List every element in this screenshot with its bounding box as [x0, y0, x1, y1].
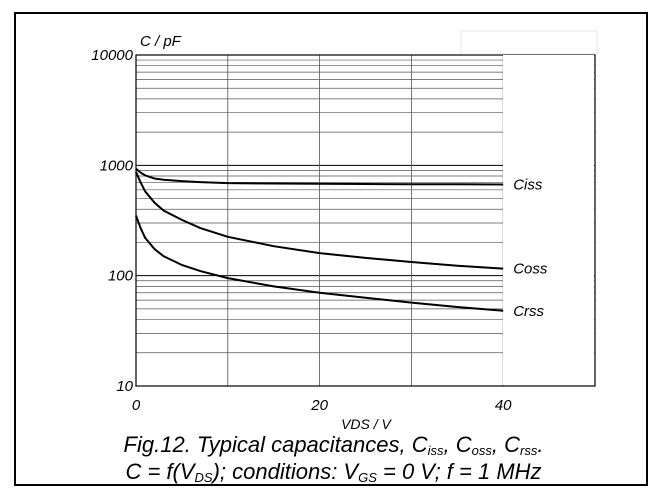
figure-caption: Fig.12. Typical capacitances, Ciss, Coss…	[0, 434, 667, 488]
caption-text: , C	[443, 432, 472, 457]
series-label-coss: Coss	[513, 261, 548, 278]
caption-line-1: Fig.12. Typical capacitances, Ciss, Coss…	[0, 434, 667, 461]
series-line-coss	[135, 171, 504, 270]
caption-subscript: rss	[519, 443, 538, 458]
plot-area-border	[135, 54, 596, 387]
caption-text: = 0 V; f = 1 MHz	[376, 459, 542, 484]
series-labels: Ciss Coss Crss	[513, 177, 548, 320]
y-tick-label: 100	[108, 268, 134, 285]
x-tick-label: 40	[495, 397, 512, 414]
y-tick-label: 10	[116, 378, 133, 395]
caption-text: ); conditions: V	[212, 459, 359, 484]
x-tick-label: 0	[132, 397, 141, 414]
legend-blank-box	[460, 30, 598, 55]
y-tick-label: 1000	[100, 157, 134, 174]
x-tick-labels: 0 20 40	[132, 397, 512, 414]
caption-subscript: iss	[427, 443, 444, 458]
series-lines	[135, 168, 504, 312]
caption-subscript: DS	[194, 470, 213, 485]
series-line-crss	[135, 215, 504, 312]
caption-subscript: GS	[358, 470, 377, 485]
y-axis-unit-label: C / pF	[140, 33, 182, 50]
series-label-ciss: Ciss	[513, 177, 543, 194]
caption-subscript: oss	[471, 443, 492, 458]
caption-text: Fig.12. Typical capacitances, C	[123, 432, 428, 457]
series-line-ciss	[135, 168, 504, 186]
label-blank-area	[503, 55, 594, 385]
x-axis-unit-label: VDS / V	[341, 416, 392, 432]
caption-line-2: C = f(VDS); conditions: VGS = 0 V; f = 1…	[0, 461, 667, 488]
caption-text: C = f(V	[125, 459, 195, 484]
caption-text: .	[537, 432, 544, 457]
y-tick-labels: 10 100 1000 10000	[91, 47, 133, 395]
caption-text: , C	[491, 432, 520, 457]
series-label-crss: Crss	[513, 303, 544, 320]
y-tick-label: 10000	[91, 47, 133, 64]
x-tick-label: 20	[310, 397, 328, 414]
